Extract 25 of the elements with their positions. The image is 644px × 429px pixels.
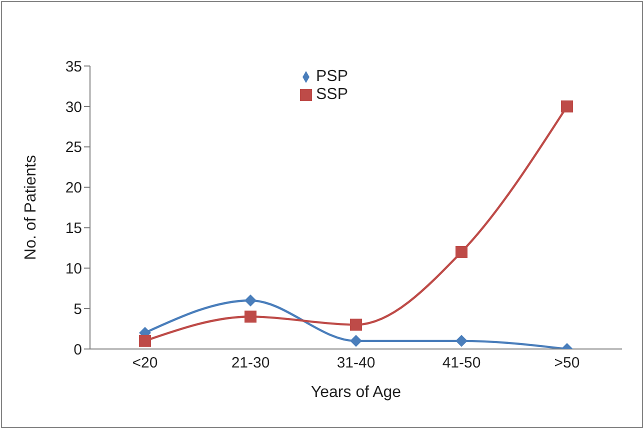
x-tick-label: <20: [132, 354, 158, 372]
x-tick-label: 31-40: [336, 354, 376, 372]
point: [350, 334, 362, 347]
point: [561, 100, 573, 112]
x-tick-label: 21-30: [231, 354, 270, 372]
legend-label: SSP: [316, 86, 348, 103]
y-tick-label: 5: [74, 300, 82, 318]
point: [456, 246, 468, 258]
legend-label: PSP: [316, 68, 348, 85]
y-axis-title: No. of Patients: [22, 155, 40, 260]
point: [350, 318, 362, 331]
point: [244, 294, 256, 306]
y-tick-label: 20: [65, 180, 82, 197]
point: [456, 334, 468, 347]
y-tick-label: 0: [74, 341, 82, 358]
y-tick-label: 15: [65, 220, 82, 238]
point: [139, 334, 151, 347]
y-tick-label: 30: [65, 98, 82, 116]
x-axis-title: Years of Age: [310, 384, 402, 401]
point: [244, 310, 256, 323]
x-tick-label: 41-50: [442, 354, 481, 372]
y-tick-label: 10: [65, 260, 82, 278]
x-tick-label: >50: [554, 354, 580, 372]
y-tick-label: 25: [65, 139, 82, 156]
y-tick-label: 35: [65, 58, 82, 76]
